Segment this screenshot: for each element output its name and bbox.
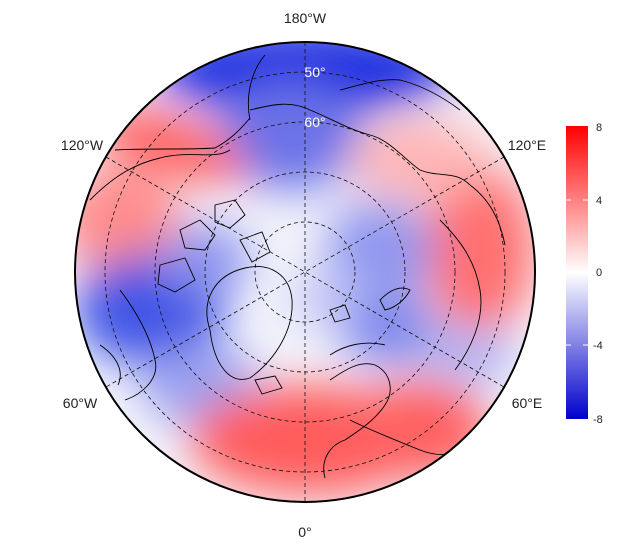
colorbar-tick-neg4: -4 xyxy=(593,340,603,352)
colorbar-tick-8: 8 xyxy=(596,122,602,134)
lat-label-50: 50° xyxy=(304,64,325,80)
graticule xyxy=(104,42,506,502)
colorbar-tick-0: 0 xyxy=(596,267,602,279)
colorbar-tick-marks xyxy=(566,199,588,346)
colorbar-gradient xyxy=(566,126,588,419)
lat-label-60: 60° xyxy=(304,114,325,130)
anomaly-field xyxy=(75,42,535,502)
lon-label-upper-left: 120°W xyxy=(61,137,104,153)
colorbar: 8 4 0 -4 -8 xyxy=(566,122,603,426)
colorbar-tick-neg8: -8 xyxy=(593,414,603,426)
map-border xyxy=(74,41,536,503)
lon-label-upper-right: 120°E xyxy=(508,137,546,153)
lon-label-lower-left: 60°W xyxy=(63,395,98,411)
lon-label-top: 180°W xyxy=(284,10,327,26)
coastlines xyxy=(89,54,506,479)
lon-label-bottom: 0° xyxy=(298,524,311,540)
colorbar-tick-4: 4 xyxy=(596,195,602,207)
lon-label-lower-right: 60°E xyxy=(512,395,543,411)
